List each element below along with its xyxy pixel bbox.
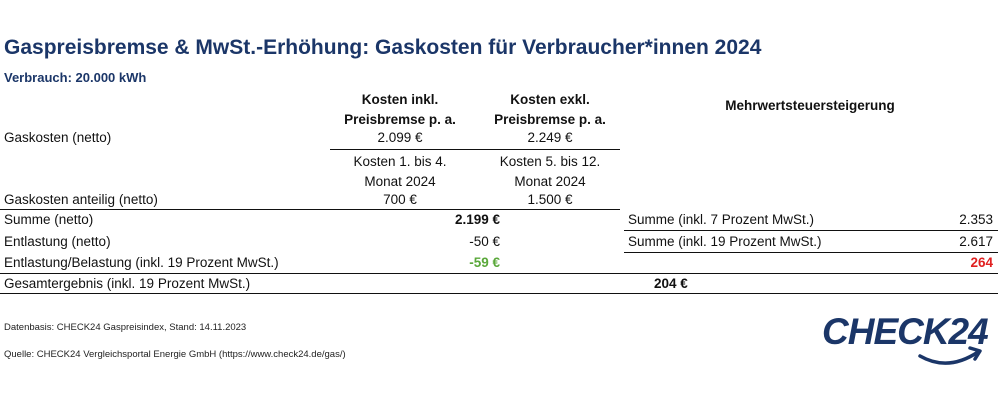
row-gaskosten-label: Gaskosten (netto) xyxy=(4,130,112,145)
right-diff-value: 264 xyxy=(970,255,993,270)
right-summe19-label: Summe (inkl. 19 Prozent MwSt.) xyxy=(628,234,822,249)
col2-subheader-line2: Monat 2024 xyxy=(514,174,586,189)
col1-subheader: Kosten 1. bis 4. Monat 2024 xyxy=(330,152,470,192)
row-anteilig-label: Gaskosten anteilig (netto) xyxy=(4,192,158,207)
row-entlastung-mwst-label: Entlastung/Belastung (inkl. 19 Prozent M… xyxy=(4,255,279,270)
check24-logo-text: CHECK24 xyxy=(822,311,988,352)
page-title: Gaspreisbremse & MwSt.-Erhöhung: Gaskost… xyxy=(4,36,762,59)
col2-header-line1: Kosten exkl. xyxy=(510,92,590,107)
divider-line xyxy=(0,209,620,210)
check24-logo: CHECK24 xyxy=(820,306,996,386)
row-gaskosten-col1: 2.099 € xyxy=(377,130,423,145)
row-anteilig-col1: 700 € xyxy=(383,192,417,207)
col1-header-line2: Preisbremse p. a. xyxy=(344,112,456,127)
row-entlastung-value: -50 € xyxy=(469,234,500,249)
divider-line xyxy=(0,273,998,274)
divider-line xyxy=(624,252,998,253)
col2-header: Kosten exkl. Preisbremse p. a. xyxy=(480,90,620,130)
source-note: Quelle: CHECK24 Vergleichsportal Energie… xyxy=(4,349,346,360)
divider-line xyxy=(0,293,998,294)
col1-subheader-line2: Monat 2024 xyxy=(364,174,436,189)
logo-arrow-icon xyxy=(968,346,982,361)
data-basis-note: Datenbasis: CHECK24 Gaspreisindex, Stand… xyxy=(4,322,247,333)
logo-swoosh-icon xyxy=(918,350,980,365)
vat-increase-header: Mehrwertsteuersteigerung xyxy=(725,98,895,113)
col1-header-line1: Kosten inkl. xyxy=(361,92,439,107)
row-gesamt-label: Gesamtergebnis (inkl. 19 Prozent MwSt.) xyxy=(4,276,251,291)
row-anteilig-col2: 1.500 € xyxy=(527,192,573,207)
right-summe19-value: 2.617 xyxy=(959,234,993,249)
row-summe-label: Summe (netto) xyxy=(4,212,94,227)
col2-header-line2: Preisbremse p. a. xyxy=(494,112,606,127)
divider-line xyxy=(330,149,620,150)
row-gesamt-value: 204 € xyxy=(654,276,688,291)
row-entlastung-mwst-value: -59 € xyxy=(469,255,500,270)
row-gaskosten-col2: 2.249 € xyxy=(527,130,573,145)
right-summe7-value: 2.353 xyxy=(959,212,993,227)
col1-subheader-line1: Kosten 1. bis 4. xyxy=(353,154,447,169)
col2-subheader-line1: Kosten 5. bis 12. xyxy=(499,154,601,169)
row-entlastung-label: Entlastung (netto) xyxy=(4,234,111,249)
divider-line xyxy=(624,230,998,231)
col2-subheader: Kosten 5. bis 12. Monat 2024 xyxy=(480,152,620,192)
row-summe-value: 2.199 € xyxy=(454,212,500,227)
right-summe7-label: Summe (inkl. 7 Prozent MwSt.) xyxy=(628,212,815,227)
consumption-subtitle: Verbrauch: 20.000 kWh xyxy=(4,70,147,85)
col1-header: Kosten inkl. Preisbremse p. a. xyxy=(330,90,470,130)
